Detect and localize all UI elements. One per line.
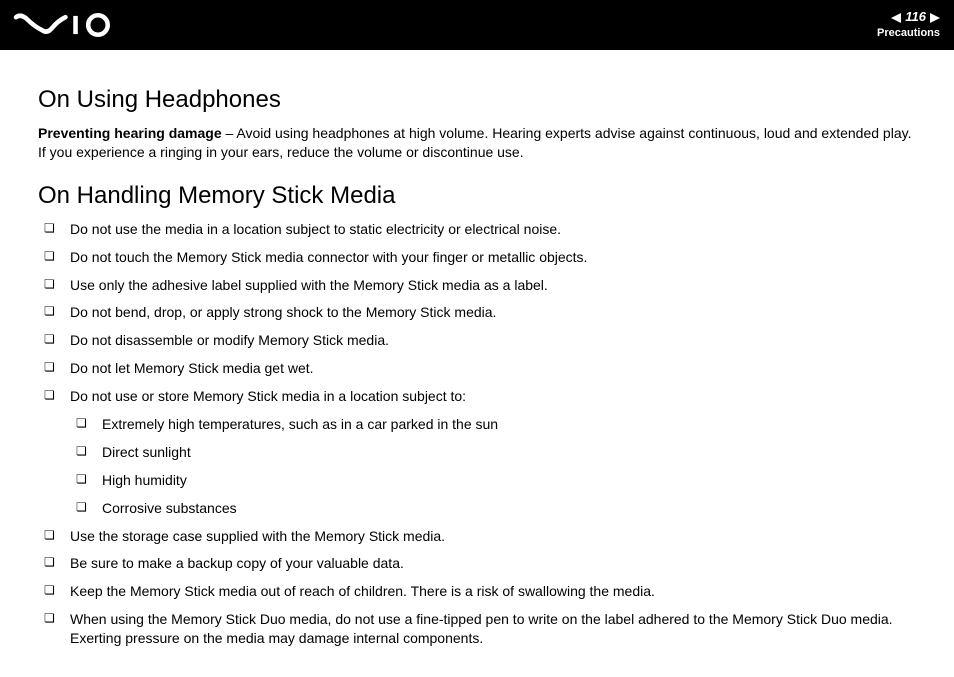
- section1-title: On Using Headphones: [38, 86, 916, 114]
- list-item-text: Do not touch the Memory Stick media conn…: [70, 249, 587, 265]
- next-page-arrow-icon[interactable]: [930, 13, 940, 23]
- list-item: Do not use the media in a location subje…: [38, 220, 916, 239]
- list-item: Do not let Memory Stick media get wet.: [38, 359, 916, 378]
- sub-list-item: High humidity: [70, 471, 916, 490]
- sub-list-item-text: Extremely high temperatures, such as in …: [102, 416, 498, 432]
- section1-lead: Preventing hearing damage: [38, 125, 222, 141]
- list-item: Do not bend, drop, or apply strong shock…: [38, 303, 916, 322]
- sub-list: Extremely high temperatures, such as in …: [70, 415, 916, 518]
- list-item-text: Do not let Memory Stick media get wet.: [70, 360, 314, 376]
- list-item-text: Do not bend, drop, or apply strong shock…: [70, 304, 496, 320]
- list-item-text: Use only the adhesive label supplied wit…: [70, 277, 548, 293]
- page-content: On Using Headphones Preventing hearing d…: [0, 50, 954, 677]
- section-label: Precautions: [877, 26, 940, 40]
- list-item: Do not touch the Memory Stick media conn…: [38, 248, 916, 267]
- sub-list-item-text: Direct sunlight: [102, 444, 191, 460]
- list-item-text: When using the Memory Stick Duo media, d…: [70, 611, 893, 646]
- list-item: Use only the adhesive label supplied wit…: [38, 276, 916, 295]
- list-item-text: Keep the Memory Stick media out of reach…: [70, 583, 655, 599]
- list-item: Do not use or store Memory Stick media i…: [38, 387, 916, 517]
- list-item-text: Use the storage case supplied with the M…: [70, 528, 445, 544]
- list-item: Be sure to make a backup copy of your va…: [38, 554, 916, 573]
- page-nav: 116: [877, 9, 940, 26]
- list-item-text: Do not disassemble or modify Memory Stic…: [70, 332, 389, 348]
- sub-list-item: Direct sunlight: [70, 443, 916, 462]
- header-right: 116 Precautions: [877, 9, 940, 40]
- list-item-text: Be sure to make a backup copy of your va…: [70, 555, 404, 571]
- sub-list-item-text: High humidity: [102, 472, 187, 488]
- list-item: Keep the Memory Stick media out of reach…: [38, 582, 916, 601]
- list-item: Use the storage case supplied with the M…: [38, 527, 916, 546]
- sub-list-item-text: Corrosive substances: [102, 500, 237, 516]
- sub-list-item: Extremely high temperatures, such as in …: [70, 415, 916, 434]
- list-item-text: Do not use or store Memory Stick media i…: [70, 388, 466, 404]
- memory-stick-list: Do not use the media in a location subje…: [38, 220, 916, 648]
- list-item: When using the Memory Stick Duo media, d…: [38, 610, 916, 648]
- section1-body: Preventing hearing damage – Avoid using …: [38, 124, 916, 162]
- sub-list-item: Corrosive substances: [70, 499, 916, 518]
- page-number: 116: [905, 9, 926, 26]
- vaio-logo: [10, 12, 130, 38]
- page-header: 116 Precautions: [0, 0, 954, 50]
- section2-title: On Handling Memory Stick Media: [38, 182, 916, 210]
- list-item: Do not disassemble or modify Memory Stic…: [38, 331, 916, 350]
- list-item-text: Do not use the media in a location subje…: [70, 221, 561, 237]
- prev-page-arrow-icon[interactable]: [891, 13, 901, 23]
